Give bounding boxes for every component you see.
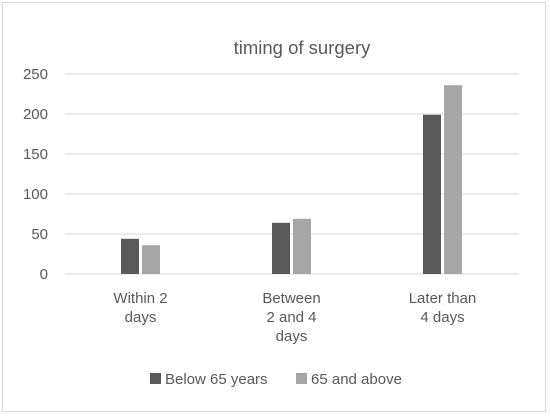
chart-title: timing of surgery xyxy=(234,37,371,58)
legend-swatch xyxy=(296,373,307,384)
y-axis-tick-labels: 0 50 100 150 200 250 xyxy=(23,66,48,283)
y-tick-label: 250 xyxy=(23,66,48,83)
x-category-label: Within 2 days xyxy=(113,290,167,326)
x-category-label: Later than 4 days xyxy=(409,290,477,326)
bar xyxy=(142,245,160,274)
x-axis-category-labels: Within 2 days Between 2 and 4 days Later than… xyxy=(113,290,476,345)
y-tick-label: 150 xyxy=(23,146,48,163)
bar xyxy=(272,222,290,274)
legend-swatch xyxy=(150,373,161,384)
gridlines xyxy=(65,73,518,275)
bar xyxy=(423,114,441,274)
y-tick-label: 0 xyxy=(40,266,48,283)
legend: Below 65 years 65 and above xyxy=(150,371,402,388)
legend-label: 65 and above xyxy=(311,371,402,388)
bar xyxy=(121,238,139,274)
bars xyxy=(121,85,462,274)
legend-label: Below 65 years xyxy=(165,371,268,388)
bar xyxy=(444,85,462,274)
y-tick-label: 200 xyxy=(23,106,48,123)
y-tick-label: 100 xyxy=(23,186,48,203)
y-tick-label: 50 xyxy=(31,226,48,243)
x-category-label: Between 2 and 4 days xyxy=(262,290,320,345)
bar xyxy=(293,218,311,274)
